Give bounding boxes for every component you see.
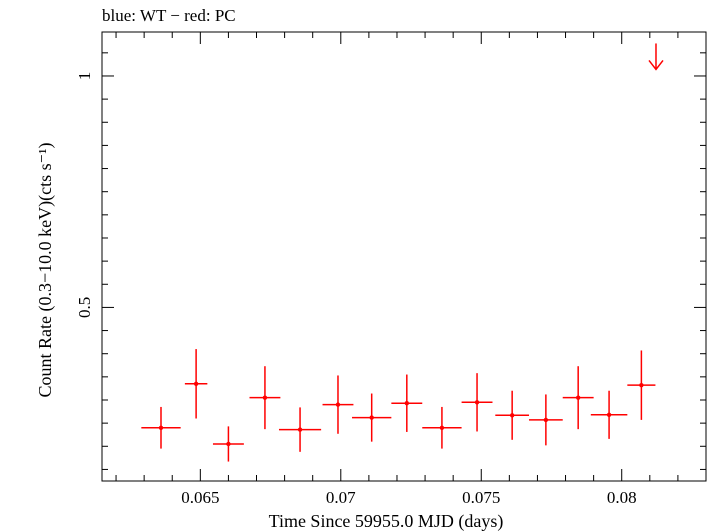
upper-limit-head: [648, 59, 664, 71]
point-marker: [606, 412, 612, 418]
point-marker: [639, 382, 644, 388]
point-marker: [297, 427, 303, 432]
x-tick-label: 0.08: [607, 488, 637, 507]
data-point: [212, 426, 244, 462]
plot-frame: [101, 31, 707, 482]
point-marker: [335, 402, 341, 407]
data-point: [141, 406, 181, 449]
data-point: [495, 390, 530, 440]
y-axis-ticks: [102, 52, 706, 470]
y-axis-tick-labels: 0.51: [75, 72, 94, 318]
data-point: [352, 393, 392, 442]
chart-title: blue: WT − red: PC: [102, 6, 236, 25]
x-tick-label: 0.07: [326, 488, 356, 507]
point-marker: [369, 415, 374, 420]
data-point: [322, 375, 354, 434]
point-marker: [439, 425, 445, 430]
data-point: [562, 366, 594, 430]
data-point: [249, 366, 281, 430]
data-point: [422, 406, 462, 449]
point-marker: [404, 401, 410, 406]
y-tick-label: 0.5: [75, 297, 94, 318]
data-series-pc: [141, 43, 664, 462]
point-marker: [226, 441, 231, 447]
x-tick-label: 0.075: [462, 488, 500, 507]
x-tick-label: 0.065: [181, 488, 219, 507]
x-axis-label: Time Since 59955.0 MJD (days): [269, 511, 504, 532]
point-marker: [193, 381, 199, 386]
point-marker: [575, 395, 581, 400]
upper-limit-arrow: [648, 43, 664, 71]
data-point: [278, 407, 322, 452]
data-point: [590, 390, 628, 439]
y-axis-label: Count Rate (0.3−10.0 keV)(cts s⁻¹): [35, 142, 56, 397]
data-point: [461, 373, 493, 432]
data-point: [184, 349, 208, 419]
x-axis-ticks: [115, 32, 707, 481]
data-point: [627, 350, 656, 420]
data-point: [529, 394, 563, 446]
point-marker: [474, 400, 480, 405]
y-tick-label: 1: [75, 72, 94, 81]
data-point: [391, 374, 423, 432]
point-marker: [158, 425, 164, 430]
point-marker: [543, 417, 549, 423]
point-marker: [262, 395, 268, 400]
point-marker: [509, 413, 515, 418]
x-axis-tick-labels: 0.065 0.07 0.075 0.08: [181, 488, 636, 507]
